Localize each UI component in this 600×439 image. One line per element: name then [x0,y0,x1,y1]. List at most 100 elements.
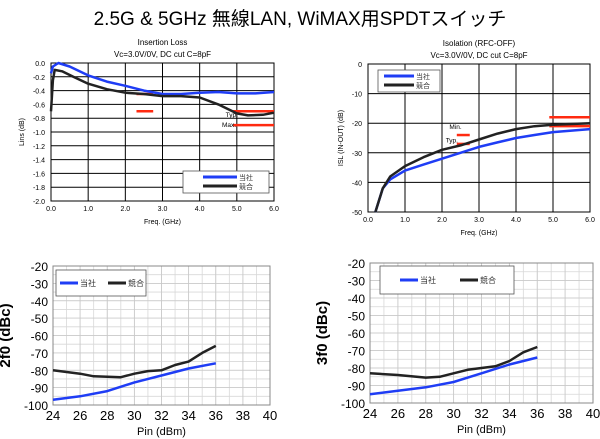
x-tick-label: 26 [391,406,405,421]
x-tick-label: 34 [502,406,516,421]
x-axis-label: Pin (dBm) [137,426,186,438]
x-tick-label: 3.0 [474,217,484,224]
x-tick-label: 5.0 [232,206,242,213]
x-tick-label: 34 [181,408,195,423]
y-axis-label: Lins (dB) [19,118,26,146]
y-axis-label: 3f0 (dBc) [314,301,331,365]
y-tick-label: -30 [31,277,49,291]
y-tick-label: -10 [352,92,362,99]
y-tick-label: -20 [352,121,362,128]
y-tick-label: -0.2 [33,75,45,82]
y-tick-label: -60 [31,330,49,344]
x-tick-label: 30 [446,406,460,421]
chart-title: Insertion Loss [138,38,188,47]
y-tick-label: -50 [352,210,362,217]
y-tick-label: -70 [348,345,366,359]
x-tick-label: 3.0 [158,206,168,213]
legend-label: 当社 [420,275,436,285]
y-tick-label: -30 [352,151,362,158]
y-tick-label: -90 [348,380,366,394]
annotation-label: Typ. [446,137,458,144]
x-tick-label: 1.0 [83,206,93,213]
x-tick-label: 28 [419,406,433,421]
y-tick-label: -40 [352,180,362,187]
y-tick-label: 0.0 [35,61,45,68]
x-tick-label: 6.0 [269,206,279,213]
x-tick-label: 28 [100,408,114,423]
legend-label: 競合 [416,81,430,90]
y-tick-label: -50 [31,312,49,326]
x-axis-label: Freq. (GHz) [461,230,498,237]
y-tick-label: -2.0 [33,199,45,206]
x-tick-label: 1.0 [400,217,410,224]
annotation-label: Typ. [226,112,238,119]
y-tick-label: -0.8 [33,116,45,123]
legend-box [182,170,270,194]
y-tick-label: -30 [348,275,366,289]
y-tick-label: -50 [348,310,366,324]
annotation-label: Max. [222,122,236,129]
y-tick-label: -100 [24,399,48,413]
chart-4: 24 26 28 30 32 34 36 38 40 -20 -30 -40 -50 -60 -70 -80 -… [314,257,600,436]
x-tick-label: 4.0 [511,217,521,224]
x-axis-label: Pin (dBm) [457,424,506,436]
annotation-label: Min. [449,124,461,131]
series-line-1 [369,356,538,396]
chart-subtitle: Vc=3.0V/0V, DC cut C=8pF [114,50,211,59]
x-tick-label: 32 [154,408,168,423]
series-line-1 [49,61,275,96]
y-tick-label: -40 [31,295,49,309]
legend-label: 当社 [80,278,96,288]
x-tick-label: 0.0 [363,217,373,224]
legend-label: 当社 [239,173,253,182]
x-tick-label: 6.0 [585,217,595,224]
y-tick-label: -80 [348,362,366,376]
page-title: 2.5G & 5GHz 無線LAN, WiMAX用SPDTスイッチ [93,9,507,30]
y-tick-label: -1.4 [33,158,45,165]
y-tick-label: -1.2 [33,144,45,151]
series-line-2 [49,68,275,117]
x-tick-label: 40 [263,408,277,423]
y-tick-label: -1.0 [33,130,45,137]
y-tick-label: -20 [31,260,49,274]
x-tick-label: 24 [363,406,377,421]
x-tick-label: 2.0 [437,217,447,224]
y-tick-label: -1.8 [33,185,45,192]
x-tick-label: 38 [236,408,250,423]
y-tick-label: -40 [348,292,366,306]
y-tick-label: -0.6 [33,102,45,109]
legend-label: 競合 [239,182,253,191]
legend-label: 競合 [480,275,496,285]
y-tick-label: -60 [348,327,366,341]
x-tick-label: 5.0 [548,217,558,224]
legend-box [377,69,441,93]
y-tick-label: -0.4 [33,89,45,96]
x-tick-label: 2.0 [120,206,130,213]
chart-2: 0.0 1.0 2.0 3.0 4.0 5.0 6.0 0 -10 -20 -30 -40 -50 Iso… [338,39,595,237]
legend: 当社 競合 [55,269,147,297]
x-tick-label: 0.0 [46,206,56,213]
y-tick-label: -100 [341,397,365,411]
plot-frame [52,265,271,406]
x-tick-label: 26 [73,408,87,423]
y-tick-label: -90 [31,382,49,396]
series-line-1 [52,362,217,402]
y-tick-label: -1.6 [33,171,45,178]
x-tick-label: 32 [474,406,488,421]
series-line-2 [369,345,538,379]
y-axis-label: ISL (IN-OUT) (dB) [338,110,345,166]
x-tick-label: 36 [530,406,544,421]
legend-label: 競合 [128,278,144,288]
x-tick-label: 40 [586,406,600,421]
y-tick-label: 0 [358,62,362,69]
series-line-2 [52,344,217,379]
y-tick-label: -20 [348,257,366,271]
chart-1: 0.0 1.0 2.0 3.0 4.0 5.0 6.0 0.0 -0.2 -0.4 -0.6 -0.8… [19,38,279,226]
x-axis-label: Freq. (GHz) [144,219,181,226]
legend: 当社 競合 [379,265,515,295]
x-tick-label: 4.0 [195,206,205,213]
plot-frame [50,62,275,202]
x-tick-label: 36 [209,408,223,423]
